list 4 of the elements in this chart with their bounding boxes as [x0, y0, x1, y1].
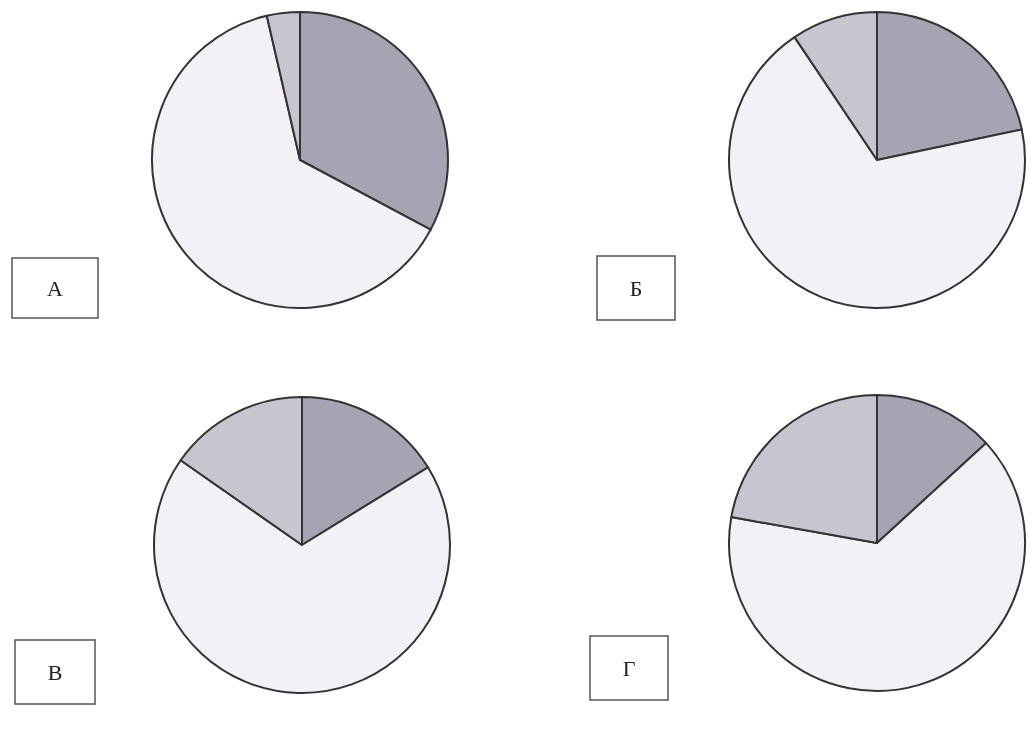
text: В	[47, 659, 63, 685]
text: А	[47, 275, 64, 301]
text: Б	[629, 275, 643, 301]
text: Г	[622, 655, 636, 681]
